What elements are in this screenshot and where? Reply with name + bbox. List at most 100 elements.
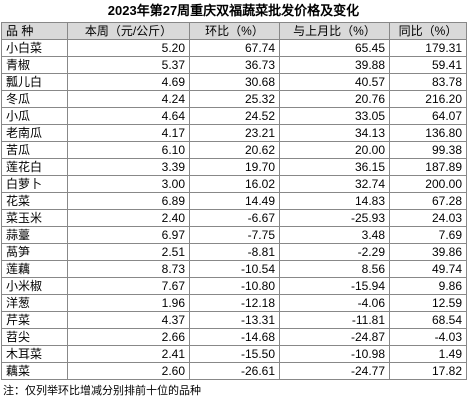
item-name: 花菜 bbox=[1, 192, 68, 210]
value-cell: -24.77 bbox=[279, 362, 390, 380]
value-cell: 36.15 bbox=[279, 158, 390, 176]
value-cell: 3.00 bbox=[67, 175, 190, 193]
table-row: 藕菜 2.60 -26.61 -24.77 17.82 bbox=[1, 362, 467, 380]
value-cell: -26.61 bbox=[189, 362, 280, 380]
item-name: 小白菜 bbox=[1, 39, 68, 57]
table-row: 芹菜 4.37 -13.31 -11.81 68.54 bbox=[1, 311, 467, 329]
value-cell: 8.56 bbox=[279, 260, 390, 278]
table-row: 冬瓜 4.24 25.32 20.76 216.20 bbox=[1, 90, 467, 108]
item-name: 莲藕 bbox=[1, 260, 68, 278]
table-row: 蒜薹 6.97 -7.75 3.48 7.69 bbox=[1, 226, 467, 244]
header-cell: 同比（%） bbox=[389, 22, 467, 40]
value-cell: 68.54 bbox=[389, 311, 467, 329]
price-table: 品 种本周（元/公斤） 环比（%） 与上月比（%） 同比（%） 小白菜 5.20 67.7… bbox=[1, 22, 467, 380]
value-cell: 5.20 bbox=[67, 39, 190, 57]
item-name: 藕菜 bbox=[1, 362, 68, 380]
item-name: 白萝卜 bbox=[1, 175, 68, 193]
value-cell: -7.75 bbox=[189, 226, 280, 244]
value-cell: -25.93 bbox=[279, 209, 390, 227]
value-cell: 4.37 bbox=[67, 311, 190, 329]
value-cell: -4.06 bbox=[279, 294, 390, 312]
value-cell: 136.80 bbox=[389, 124, 467, 142]
value-cell: 6.89 bbox=[67, 192, 190, 210]
item-name: 萵笋 bbox=[1, 243, 68, 261]
value-cell: 4.64 bbox=[67, 107, 190, 125]
table-row: 小瓜 4.64 24.52 33.05 64.07 bbox=[1, 107, 467, 125]
item-name: 青椒 bbox=[1, 56, 68, 74]
value-cell: 25.32 bbox=[189, 90, 280, 108]
item-name: 冬瓜 bbox=[1, 90, 68, 108]
value-cell: 1.49 bbox=[389, 345, 467, 363]
value-cell: -15.94 bbox=[279, 277, 390, 295]
header-cell: 本周（元/公斤） bbox=[67, 22, 190, 40]
value-cell: 64.07 bbox=[389, 107, 467, 125]
table-body: 小白菜 5.20 67.74 65.45 179.31 青椒 5.37 36.73 39.88 5… bbox=[1, 39, 467, 380]
value-cell: 4.17 bbox=[67, 124, 190, 142]
item-name: 苦瓜 bbox=[1, 141, 68, 159]
table-row: 莲藕 8.73 -10.54 8.56 49.74 bbox=[1, 260, 467, 278]
value-cell: 17.82 bbox=[389, 362, 467, 380]
value-cell: 1.96 bbox=[67, 294, 190, 312]
item-name: 小米椒 bbox=[1, 277, 68, 295]
item-name: 莲花白 bbox=[1, 158, 68, 176]
value-cell: -13.31 bbox=[189, 311, 280, 329]
value-cell: 2.51 bbox=[67, 243, 190, 261]
value-cell: 6.97 bbox=[67, 226, 190, 244]
value-cell: 2.41 bbox=[67, 345, 190, 363]
value-cell: 19.70 bbox=[189, 158, 280, 176]
value-cell: -24.87 bbox=[279, 328, 390, 346]
value-cell: 187.89 bbox=[389, 158, 467, 176]
value-cell: 8.73 bbox=[67, 260, 190, 278]
item-name: 老南瓜 bbox=[1, 124, 68, 142]
value-cell: 14.83 bbox=[279, 192, 390, 210]
value-cell: 49.74 bbox=[389, 260, 467, 278]
value-cell: 24.52 bbox=[189, 107, 280, 125]
value-cell: 59.41 bbox=[389, 56, 467, 74]
value-cell: 24.03 bbox=[389, 209, 467, 227]
table-row: 小米椒 7.67 -10.80 -15.94 9.86 bbox=[1, 277, 467, 295]
title: 2023年第27周重庆双福蔬菜批发价格及变化 bbox=[107, 3, 360, 18]
table-row: 洋葱 1.96 -12.18 -4.06 12.59 bbox=[1, 294, 467, 312]
header-cell: 与上月比（%） bbox=[279, 22, 390, 40]
header-row: 品 种本周（元/公斤） 环比（%） 与上月比（%） 同比（%） bbox=[1, 22, 467, 40]
value-cell: -11.81 bbox=[279, 311, 390, 329]
table-row: 萵笋 2.51 -8.81 -2.29 39.86 bbox=[1, 243, 467, 261]
value-cell: 39.86 bbox=[389, 243, 467, 261]
item-name: 小瓜 bbox=[1, 107, 68, 125]
value-cell: 2.66 bbox=[67, 328, 190, 346]
value-cell: 200.00 bbox=[389, 175, 467, 193]
item-name: 苕尖 bbox=[1, 328, 68, 346]
value-cell: 3.48 bbox=[279, 226, 390, 244]
value-cell: -15.50 bbox=[189, 345, 280, 363]
value-cell: 39.88 bbox=[279, 56, 390, 74]
value-cell: -14.68 bbox=[189, 328, 280, 346]
value-cell: 16.02 bbox=[189, 175, 280, 193]
value-cell: 32.74 bbox=[279, 175, 390, 193]
table-row: 小白菜 5.20 67.74 65.45 179.31 bbox=[1, 39, 467, 57]
value-cell: 6.10 bbox=[67, 141, 190, 159]
table-row: 苦瓜 6.10 20.62 20.00 99.38 bbox=[1, 141, 467, 159]
value-cell: 99.38 bbox=[389, 141, 467, 159]
item-name: 蒜薹 bbox=[1, 226, 68, 244]
value-cell: 4.69 bbox=[67, 73, 190, 91]
value-cell: 2.60 bbox=[67, 362, 190, 380]
table-row: 苕尖 2.66 -14.68 -24.87 -4.03 bbox=[1, 328, 467, 346]
value-cell: 83.78 bbox=[389, 73, 467, 91]
table-row: 莲花白 3.39 19.70 36.15 187.89 bbox=[1, 158, 467, 176]
value-cell: 33.05 bbox=[279, 107, 390, 125]
value-cell: -10.54 bbox=[189, 260, 280, 278]
value-cell: 14.49 bbox=[189, 192, 280, 210]
value-cell: -10.80 bbox=[189, 277, 280, 295]
item-name: 木耳菜 bbox=[1, 345, 68, 363]
value-cell: 3.39 bbox=[67, 158, 190, 176]
table-row: 瓢儿白 4.69 30.68 40.57 83.78 bbox=[1, 73, 467, 91]
value-cell: 216.20 bbox=[389, 90, 467, 108]
value-cell: -8.81 bbox=[189, 243, 280, 261]
header-cell: 环比（%） bbox=[189, 22, 280, 40]
value-cell: 2.40 bbox=[67, 209, 190, 227]
value-cell: 40.57 bbox=[279, 73, 390, 91]
value-cell: 67.74 bbox=[189, 39, 280, 57]
item-name: 芹菜 bbox=[1, 311, 68, 329]
value-cell: 65.45 bbox=[279, 39, 390, 57]
